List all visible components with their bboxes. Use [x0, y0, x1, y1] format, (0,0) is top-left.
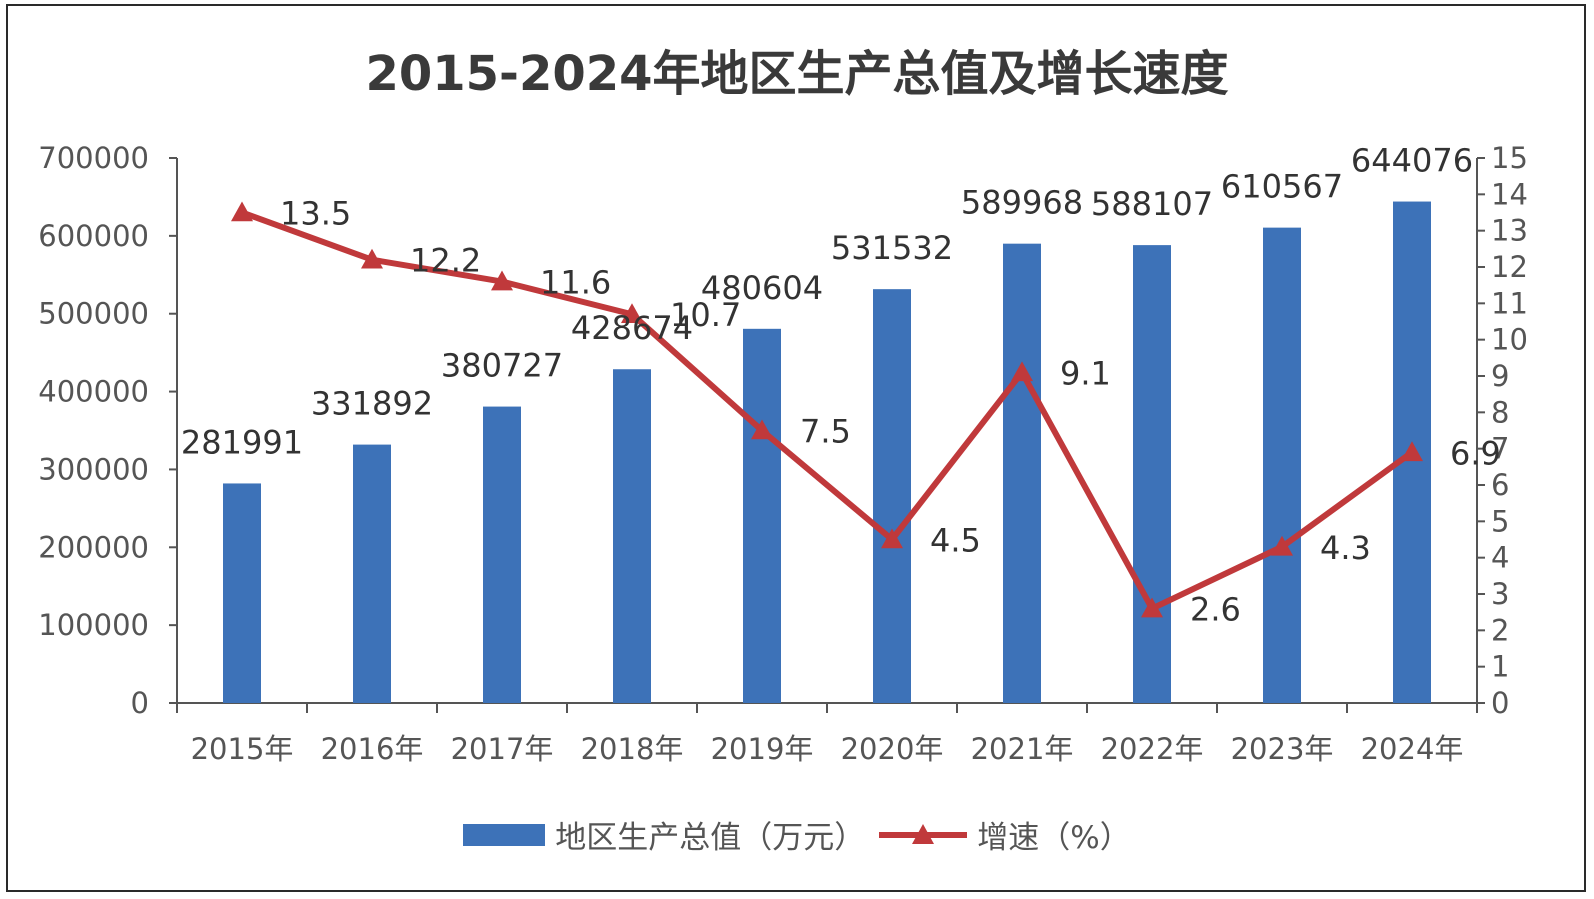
legend-line-swatch	[879, 823, 968, 846]
y-right-tick-label: 8	[1491, 395, 1509, 429]
chart-title: 2015-2024年地区生产总值及增长速度	[365, 46, 1229, 102]
y-right-tick-label: 4	[1491, 541, 1509, 575]
y-left-tick-label: 500000	[38, 297, 149, 331]
chart-frame	[6, 4, 1586, 892]
bar	[1003, 243, 1041, 703]
bar-data-label: 380727	[441, 347, 563, 385]
data-labels: 2819913318923807274286744806045315325899…	[181, 142, 1501, 629]
line-series	[231, 201, 1423, 618]
growth-marker	[1271, 535, 1293, 556]
legend-item-growth[interactable]: 增速（%）	[879, 812, 1131, 857]
legend-label-growth: 增速（%）	[977, 820, 1131, 856]
growth-marker	[361, 248, 383, 269]
line-data-label: 11.6	[540, 264, 611, 302]
x-tick-label: 2023年	[1231, 732, 1334, 766]
bar-data-label: 428674	[571, 309, 693, 347]
growth-marker	[1011, 361, 1033, 382]
x-tick-label: 2017年	[451, 732, 554, 766]
y-right-tick-label: 13	[1491, 214, 1528, 248]
x-tick-label: 2018年	[581, 732, 684, 766]
growth-line	[240, 209, 1414, 612]
bar-data-label: 610567	[1221, 168, 1343, 206]
axes: 0 100000 200000 300000 400000 500000 600000 700…	[38, 141, 1528, 766]
y-right-tick-label: 10	[1491, 323, 1528, 357]
line-data-label: 12.2	[410, 242, 481, 280]
bar-data-label: 644076	[1351, 142, 1473, 180]
x-tick-label: 2016年	[321, 732, 424, 766]
line-data-label: 9.1	[1060, 354, 1111, 392]
bar-data-label: 281991	[181, 423, 303, 461]
bar-series	[223, 201, 1431, 703]
bar	[613, 369, 651, 703]
legend-item-gdp[interactable]: 地区生产总值（万元）	[463, 812, 865, 857]
bar-data-label: 589968	[961, 184, 1083, 222]
y-left-tick-label: 100000	[38, 608, 149, 642]
bar	[743, 328, 781, 703]
x-tick-label: 2024年	[1361, 732, 1464, 766]
line-data-label: 7.5	[800, 413, 851, 451]
line-data-label: 10.7	[670, 296, 741, 334]
bar	[483, 406, 521, 703]
y-right-tick-label: 11	[1491, 286, 1528, 320]
growth-marker	[491, 270, 513, 291]
legend-bar-swatch	[463, 823, 546, 846]
x-tick-label: 2015年	[191, 732, 294, 766]
y-right-tick-label: 0	[1491, 686, 1509, 720]
line-data-label: 4.3	[1320, 529, 1371, 567]
bar	[1133, 245, 1171, 703]
y-left-tick-label: 700000	[38, 141, 149, 175]
bar	[1263, 227, 1301, 703]
growth-marker	[1401, 441, 1423, 462]
legend-label-gdp: 地区生产总值（万元）	[555, 820, 866, 856]
growth-marker	[621, 303, 643, 324]
y-right-tick-label: 5	[1491, 504, 1509, 538]
y-left-tick-label: 400000	[38, 375, 149, 409]
y-right-tick-label: 2	[1491, 613, 1509, 647]
growth-marker	[881, 528, 903, 549]
bar	[223, 483, 261, 703]
growth-marker	[751, 419, 773, 440]
line-data-label: 13.5	[280, 195, 351, 233]
bar-data-label: 480604	[701, 269, 823, 307]
line-data-label: 6.9	[1450, 434, 1501, 472]
y-left-tick-label: 200000	[38, 530, 149, 564]
y-right-tick-label: 12	[1491, 250, 1528, 284]
y-right-tick-label: 15	[1491, 141, 1528, 175]
bar-data-label: 588107	[1091, 185, 1213, 223]
x-tick-label: 2022年	[1101, 732, 1204, 766]
x-tick-label: 2019年	[711, 732, 814, 766]
x-tick-label: 2020年	[841, 732, 944, 766]
y-right-tick-label: 1	[1491, 650, 1509, 684]
y-right-tick-label: 9	[1491, 359, 1509, 393]
y-left-tick-label: 600000	[38, 219, 149, 253]
line-data-label: 4.5	[930, 522, 981, 560]
bar	[873, 289, 911, 703]
legend: 地区生产总值（万元） 增速（%）	[0, 812, 1594, 857]
growth-marker	[1141, 597, 1163, 618]
y-right-tick-label: 7	[1491, 432, 1509, 466]
y-left-tick-label: 0	[131, 686, 149, 720]
line-data-label: 2.6	[1190, 591, 1241, 629]
bar-data-label: 331892	[311, 385, 433, 423]
bar	[353, 444, 391, 703]
y-right-tick-label: 3	[1491, 577, 1509, 611]
growth-marker	[231, 201, 253, 222]
x-tick-label: 2021年	[971, 732, 1074, 766]
bar-data-label: 531532	[831, 229, 953, 267]
y-left-tick-label: 300000	[38, 452, 149, 486]
y-right-tick-label: 14	[1491, 177, 1528, 211]
y-right-tick-label: 6	[1491, 468, 1509, 502]
